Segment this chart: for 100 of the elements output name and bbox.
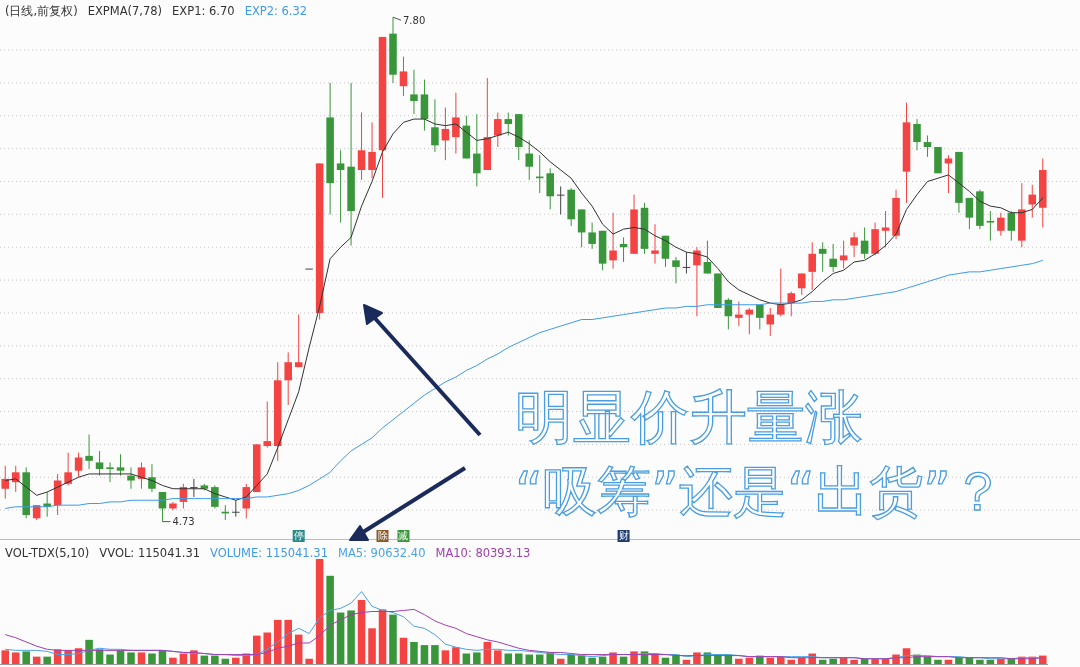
candlestick (965, 197, 974, 230)
candlestick (944, 154, 953, 194)
candlestick (85, 434, 93, 470)
candlestick (808, 241, 816, 291)
text: EXP2: 6.32 (244, 3, 308, 18)
bar (787, 659, 796, 664)
bar (431, 645, 439, 664)
chart-title: (日线,前复权) (5, 3, 78, 18)
bar (284, 619, 292, 664)
candlestick (776, 268, 785, 317)
candlestick (986, 210, 995, 242)
bar (305, 658, 313, 664)
annotation: 明显价升量涨 (515, 383, 863, 451)
candlestick (525, 139, 534, 181)
candlestick (745, 307, 754, 335)
bar (22, 651, 30, 664)
candlestick (410, 69, 418, 115)
candlestick (672, 256, 680, 284)
bar (494, 650, 502, 664)
bar (850, 659, 858, 664)
text: 除 (377, 530, 388, 541)
bar (420, 645, 429, 664)
bar (934, 659, 942, 664)
text: MA10: 80393.13 (435, 545, 531, 560)
candlestick (116, 453, 125, 477)
bar (1, 650, 10, 664)
candlestick (609, 212, 617, 270)
candlestick (452, 92, 460, 155)
candlestick (399, 56, 408, 97)
annotation: VVOL: 115041.31 (99, 545, 201, 560)
bar (85, 639, 93, 664)
candlestick (703, 240, 712, 275)
candlestick (913, 118, 921, 151)
bar (378, 609, 387, 664)
bar (630, 651, 638, 664)
bar (567, 654, 575, 664)
candlestick (294, 314, 303, 368)
candlestick (923, 135, 932, 158)
candlestick (756, 304, 764, 330)
bar (232, 657, 240, 664)
bar (263, 632, 272, 664)
annotation: “吸筹”还是“出货”？ (515, 460, 1005, 523)
candlestick (473, 113, 481, 187)
text: 停 (293, 530, 304, 541)
candlestick (74, 452, 83, 478)
candlestick (546, 167, 554, 210)
bar (776, 656, 785, 664)
candlestick (190, 478, 198, 498)
bar (368, 628, 376, 664)
chart-subtitle: EXPMA(7,78) (87, 3, 163, 18)
candlestick (106, 461, 114, 483)
candlestick (787, 291, 796, 317)
candlestick (336, 149, 345, 224)
bar (514, 653, 523, 664)
candlestick (357, 111, 366, 181)
bar (871, 658, 879, 664)
candlestick (284, 351, 292, 406)
candlestick (651, 223, 659, 265)
bar (410, 641, 418, 664)
text: 财 (618, 530, 629, 541)
text: MA5: 90632.40 (337, 545, 426, 560)
candlestick (1028, 184, 1037, 219)
bar (588, 657, 596, 664)
bar (452, 647, 460, 664)
candlestick (588, 222, 596, 250)
bar (357, 599, 366, 664)
candlestick (368, 121, 376, 179)
chart-title: VOL-TDX(5,10) (5, 545, 90, 560)
bar (693, 652, 701, 664)
annotation: 4.73 (172, 515, 195, 527)
candlestick (577, 208, 586, 248)
bar (525, 654, 534, 664)
bar (169, 657, 177, 664)
bar (252, 635, 261, 664)
bar (976, 659, 984, 664)
candlestick (95, 450, 104, 477)
bar (43, 656, 51, 664)
candlestick (431, 98, 439, 153)
candlestick (127, 466, 135, 490)
bar (211, 655, 219, 664)
candlestick (693, 246, 701, 317)
candlestick (494, 111, 502, 148)
annotation: 7.80 (403, 15, 426, 27)
candlestick (1007, 210, 1016, 242)
text: EXP1: 6.70 (172, 3, 235, 18)
candlestick (1, 465, 10, 500)
bar (137, 652, 146, 664)
annotation: VOLUME: 115041.31 (210, 545, 328, 560)
candlestick (829, 243, 837, 273)
candlestick (735, 300, 743, 327)
bar (389, 614, 397, 664)
bar (326, 575, 334, 664)
candlestick (263, 401, 272, 449)
candlestick (860, 227, 869, 260)
bar (347, 610, 355, 664)
bar (399, 637, 408, 664)
bar (441, 650, 450, 664)
bar (473, 652, 481, 664)
bar (127, 652, 135, 664)
candlestick (148, 463, 156, 493)
